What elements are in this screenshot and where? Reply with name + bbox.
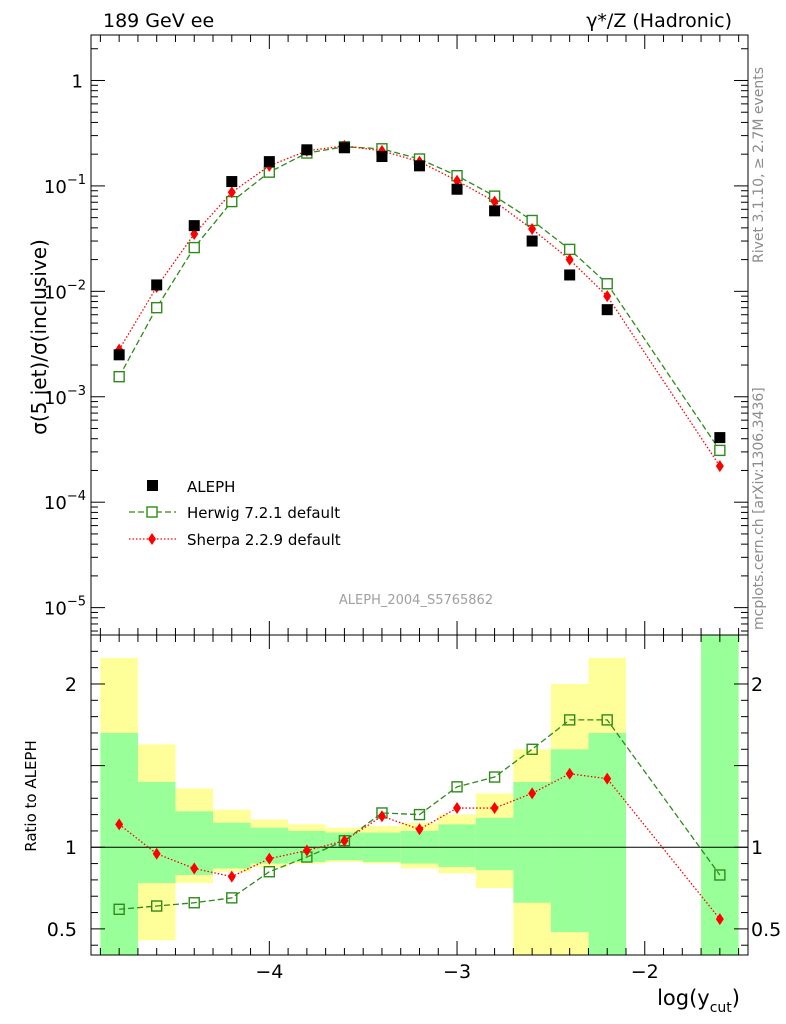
legend-sherpa-marker xyxy=(148,533,156,545)
main-panel: 10−5 10−4 10−3 10−2 10−1 1 xyxy=(44,34,749,636)
ratio-point-sherpa xyxy=(528,787,537,800)
ratio-band-inner xyxy=(213,822,251,869)
main-y-tick-label: 10−3 xyxy=(44,384,86,409)
x-tick-label: −3 xyxy=(443,961,471,983)
legend-herwig-label: Herwig 7.2.1 default xyxy=(187,504,340,522)
ratio-series-line-herwig xyxy=(119,719,721,910)
main-point-aleph xyxy=(263,156,275,168)
main-point-aleph xyxy=(301,144,313,156)
legend-sherpa-label: Sherpa 2.2.9 default xyxy=(187,531,341,549)
main-point-aleph xyxy=(414,160,425,172)
ratio-point-herwig xyxy=(526,743,538,755)
main-point-aleph xyxy=(338,142,350,154)
ratio-point-herwig xyxy=(263,866,276,878)
main-point-sherpa xyxy=(490,195,499,208)
main-point-aleph xyxy=(113,349,125,361)
legend: ALEPH Herwig 7.2.1 default Sherpa 2.2.9 … xyxy=(129,478,341,549)
mcplots-label: mcplots.cern.ch [arXiv:1306.3436] xyxy=(751,387,767,630)
ratio-point-sherpa xyxy=(415,823,424,836)
ratio-point-herwig xyxy=(451,781,463,793)
ratio-point-sherpa xyxy=(490,802,499,815)
main-point-aleph xyxy=(376,151,388,163)
main-point-aleph xyxy=(564,269,576,281)
main-point-aleph xyxy=(188,220,200,232)
ratio-point-herwig xyxy=(563,714,576,726)
ratio-point-sherpa xyxy=(152,847,161,860)
ratio-point-sherpa xyxy=(565,767,574,780)
ratio-band-inner xyxy=(588,732,626,955)
ratio-band-inner xyxy=(475,817,514,871)
ratio-y-tick-label: 2 xyxy=(65,674,77,696)
ratio-point-sherpa xyxy=(603,772,612,785)
ratio-y-tick-label: 1 xyxy=(65,837,77,859)
ratio-y-tick-label-right: 1 xyxy=(751,837,763,859)
main-y-tick-label: 1 xyxy=(72,71,83,92)
main-y-tick-label: 10−1 xyxy=(44,173,86,198)
ratio-y-tick-label-right: 2 xyxy=(751,674,763,696)
ratio-point-sherpa xyxy=(115,818,124,831)
main-point-aleph xyxy=(226,176,238,188)
main-y-tick-label: 10−4 xyxy=(44,489,86,514)
main-y-tick-label: 10−2 xyxy=(44,278,86,303)
main-y-axis-label: σ(5 jet)/σ(inclusive) xyxy=(27,239,51,435)
ratio-y-tick-label: 0.5 xyxy=(47,919,77,941)
main-y-tick-label: 10−5 xyxy=(44,595,86,620)
legend-aleph-label: ALEPH xyxy=(187,478,235,496)
x-tick-label: −4 xyxy=(255,961,283,983)
ratio-band-inner xyxy=(513,781,551,903)
ratio-point-herwig xyxy=(413,808,426,821)
main-point-aleph xyxy=(714,432,726,444)
ratio-band-inner xyxy=(100,732,138,955)
ratio-y-axis-label: Ratio to ALEPH xyxy=(22,740,40,852)
ratio-y-tick-label-right: 0.5 xyxy=(751,919,781,941)
header-left-label: 189 GeV ee xyxy=(103,10,214,32)
ratio-point-sherpa xyxy=(377,810,386,823)
main-point-sherpa xyxy=(453,174,462,187)
main-point-herwig xyxy=(113,371,125,383)
main-point-aleph xyxy=(151,279,163,291)
ratio-point-sherpa xyxy=(340,834,349,847)
ratio-point-sherpa xyxy=(715,913,724,926)
ratio-point-herwig xyxy=(714,869,726,881)
analysis-label: ALEPH_2004_S5765862 xyxy=(339,593,493,608)
main-point-herwig xyxy=(188,241,200,254)
rivet-version-label: Rivet 3.1.10, ≥ 2.7M events xyxy=(751,67,767,263)
ratio-band-inner xyxy=(438,824,476,867)
main-point-sherpa xyxy=(565,253,574,266)
main-point-herwig xyxy=(714,444,726,457)
ratio-point-sherpa xyxy=(227,870,236,883)
main-point-aleph xyxy=(526,235,538,247)
ratio-point-herwig xyxy=(150,900,163,912)
main-point-sherpa xyxy=(528,223,537,236)
main-point-aleph xyxy=(601,304,613,316)
ratio-point-herwig xyxy=(113,903,125,915)
main-point-sherpa xyxy=(715,460,724,473)
ratio-point-herwig xyxy=(188,897,200,909)
ratio-panel: −4 −3 −2 0.5 0.5 1 1 2 2 xyxy=(47,634,781,983)
legend-herwig-marker xyxy=(146,506,158,518)
ratio-point-sherpa xyxy=(190,862,199,875)
ratio-point-sherpa xyxy=(302,844,311,857)
ratio-point-sherpa xyxy=(453,802,462,815)
header-right-label: γ*/Z (Hadronic) xyxy=(586,10,732,32)
main-point-aleph xyxy=(489,205,501,217)
ratio-point-herwig xyxy=(488,771,501,783)
ratio-band-inner xyxy=(701,635,739,955)
x-tick-label: −2 xyxy=(631,961,659,983)
main-point-aleph xyxy=(451,183,463,195)
ratio-point-herwig xyxy=(601,714,613,726)
main-point-sherpa xyxy=(227,186,236,199)
ratio-point-sherpa xyxy=(265,852,274,865)
main-point-sherpa xyxy=(603,290,612,303)
main-point-herwig xyxy=(563,243,576,256)
main-point-herwig xyxy=(601,278,613,290)
main-point-herwig xyxy=(150,301,163,314)
ratio-band-inner xyxy=(137,781,176,884)
ratio-point-herwig xyxy=(226,892,238,904)
legend-aleph-marker xyxy=(147,480,158,491)
